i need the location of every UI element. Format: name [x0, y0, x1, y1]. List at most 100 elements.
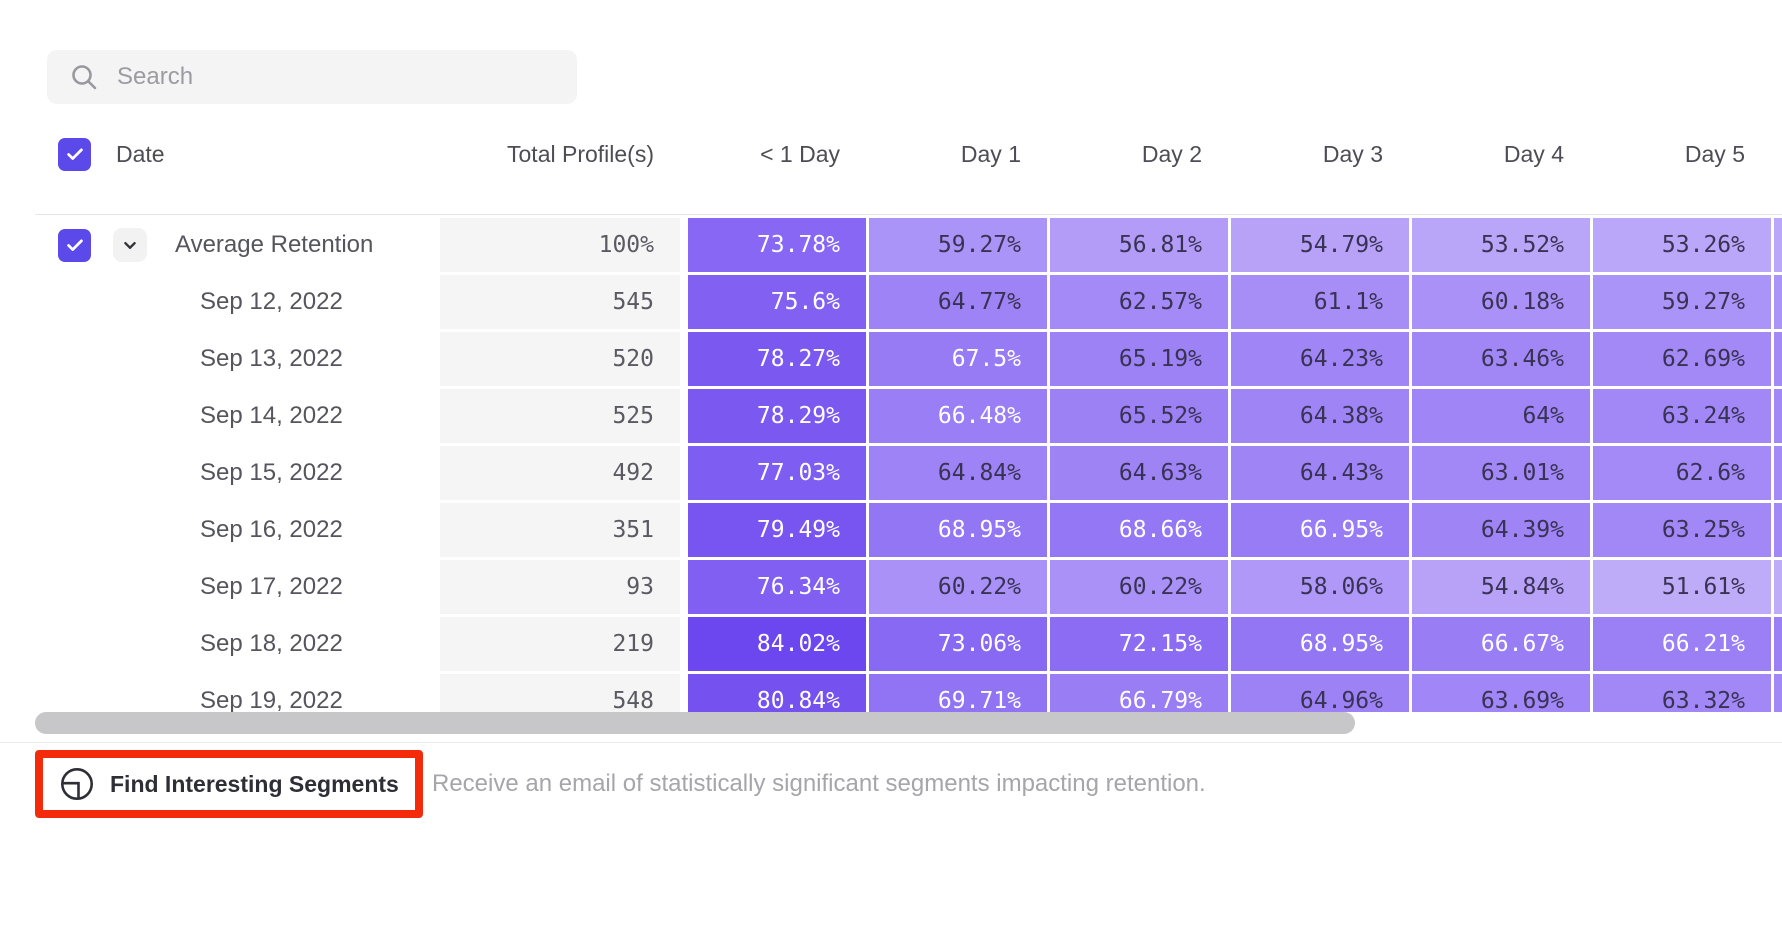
total-profiles-cell: 93 — [440, 560, 680, 614]
column-header-day-2: Day 2 — [1141, 140, 1202, 167]
find-interesting-segments-button[interactable]: Find Interesting Segments — [35, 750, 423, 818]
column-header-lt-1-day: < 1 Day — [760, 140, 840, 167]
segment-pie-icon — [61, 768, 93, 800]
retention-value-cell: 68.66% — [1050, 503, 1228, 557]
table-row: Sep 17, 2022 93 76.34% 60.22% 60.22% 58.06%… — [35, 560, 1782, 614]
table-row: Sep 18, 2022 219 84.02% 73.06% 72.15% 68.95… — [35, 617, 1782, 671]
retention-value-cell: 59.27% — [1593, 275, 1771, 329]
retention-value-cell: 63.25% — [1593, 503, 1771, 557]
retention-value-cell: 64.38% — [1231, 389, 1409, 443]
total-profiles-cell: 351 — [440, 503, 680, 557]
row-label: Sep 17, 2022 — [200, 573, 343, 600]
column-header-total-profiles: Total Profile(s) — [507, 140, 654, 167]
column-header-day-3: Day 3 — [1322, 140, 1383, 167]
table-row: Sep 12, 2022 545 75.6% 64.77% 62.57% 61.1% 6… — [35, 275, 1782, 329]
footer-divider — [0, 742, 1782, 743]
overflow-column-sliver — [1774, 275, 1782, 329]
row-label-cell: Sep 15, 2022 — [35, 446, 436, 500]
retention-value-cell: 63.24% — [1593, 389, 1771, 443]
find-interesting-segments-label: Find Interesting Segments — [110, 770, 399, 797]
overflow-column-sliver — [1774, 674, 1782, 712]
retention-value-cell: 66.48% — [869, 389, 1047, 443]
retention-value-cell: 61.1% — [1231, 275, 1409, 329]
retention-value-cell: 69.71% — [869, 674, 1047, 712]
table-header-row: Date Total Profile(s) < 1 Day Day 1 Day … — [35, 128, 1782, 180]
row-label: Sep 19, 2022 — [200, 687, 343, 712]
column-header-day-5: Day 5 — [1684, 140, 1745, 167]
retention-value-cell: 62.57% — [1050, 275, 1228, 329]
retention-value-cell: 54.84% — [1412, 560, 1590, 614]
retention-value-cell: 65.19% — [1050, 332, 1228, 386]
find-segments-description: Receive an email of statistically signif… — [432, 770, 1206, 797]
retention-value-cell: 64.43% — [1231, 446, 1409, 500]
retention-value-cell: 64.63% — [1050, 446, 1228, 500]
retention-value-cell: 53.52% — [1412, 218, 1590, 272]
table-row: Sep 16, 2022 351 79.49% 68.95% 68.66% 66.95… — [35, 503, 1782, 557]
table-row: Sep 13, 2022 520 78.27% 67.5% 65.19% 64.23%… — [35, 332, 1782, 386]
table-row: Average Retention 100% 73.78% 59.27% 56.81… — [35, 218, 1782, 272]
retention-value-cell: 59.27% — [869, 218, 1047, 272]
retention-value-cell: 66.95% — [1231, 503, 1409, 557]
row-label-cell: Sep 16, 2022 — [35, 503, 436, 557]
horizontal-scrollbar-thumb[interactable] — [35, 712, 1355, 734]
retention-value-cell: 64.84% — [869, 446, 1047, 500]
retention-value-cell: 75.6% — [688, 275, 866, 329]
retention-value-cell: 66.21% — [1593, 617, 1771, 671]
search-bar[interactable] — [47, 50, 577, 104]
overflow-column-sliver — [1774, 560, 1782, 614]
expand-chevron-button[interactable] — [113, 228, 147, 262]
row-label: Sep 16, 2022 — [200, 516, 343, 543]
row-label-cell: Sep 14, 2022 — [35, 389, 436, 443]
retention-value-cell: 56.81% — [1050, 218, 1228, 272]
row-label: Average Retention — [175, 231, 374, 258]
retention-value-cell: 63.69% — [1412, 674, 1590, 712]
retention-value-cell: 51.61% — [1593, 560, 1771, 614]
select-all-checkbox[interactable] — [58, 137, 91, 171]
overflow-column-sliver — [1774, 446, 1782, 500]
retention-value-cell: 60.22% — [869, 560, 1047, 614]
retention-value-cell: 64.77% — [869, 275, 1047, 329]
row-label: Sep 15, 2022 — [200, 459, 343, 486]
retention-value-cell: 72.15% — [1050, 617, 1228, 671]
retention-value-cell: 63.01% — [1412, 446, 1590, 500]
retention-value-cell: 73.78% — [688, 218, 866, 272]
retention-value-cell: 58.06% — [1231, 560, 1409, 614]
overflow-column-sliver — [1774, 389, 1782, 443]
retention-value-cell: 63.32% — [1593, 674, 1771, 712]
retention-value-cell: 78.27% — [688, 332, 866, 386]
row-checkbox[interactable] — [58, 228, 91, 262]
retention-value-cell: 64.23% — [1231, 332, 1409, 386]
row-label-cell: Sep 18, 2022 — [35, 617, 436, 671]
row-label-cell: Sep 17, 2022 — [35, 560, 436, 614]
retention-value-cell: 79.49% — [688, 503, 866, 557]
total-profiles-cell: 100% — [440, 218, 680, 272]
retention-value-cell: 76.34% — [688, 560, 866, 614]
table-row: Sep 19, 2022 548 80.84% 69.71% 66.79% 64.96… — [35, 674, 1782, 712]
check-icon — [66, 239, 83, 251]
row-label-cell: Sep 19, 2022 — [35, 674, 436, 712]
search-icon — [72, 65, 97, 90]
check-icon — [66, 148, 83, 160]
retention-value-cell: 66.79% — [1050, 674, 1228, 712]
row-label-cell: Sep 13, 2022 — [35, 332, 436, 386]
retention-value-cell: 64.96% — [1231, 674, 1409, 712]
row-label: Sep 18, 2022 — [200, 630, 343, 657]
retention-value-cell: 84.02% — [688, 617, 866, 671]
row-label-cell: Sep 12, 2022 — [35, 275, 436, 329]
retention-value-cell: 66.67% — [1412, 617, 1590, 671]
retention-value-cell: 53.26% — [1593, 218, 1771, 272]
retention-value-cell: 54.79% — [1231, 218, 1409, 272]
total-profiles-cell: 219 — [440, 617, 680, 671]
retention-value-cell: 63.46% — [1412, 332, 1590, 386]
overflow-column-sliver — [1774, 332, 1782, 386]
retention-value-cell: 68.95% — [869, 503, 1047, 557]
retention-value-cell: 73.06% — [869, 617, 1047, 671]
retention-value-cell: 60.18% — [1412, 275, 1590, 329]
retention-value-cell: 68.95% — [1231, 617, 1409, 671]
retention-value-cell: 65.52% — [1050, 389, 1228, 443]
retention-value-cell: 80.84% — [688, 674, 866, 712]
total-profiles-cell: 525 — [440, 389, 680, 443]
total-profiles-cell: 545 — [440, 275, 680, 329]
row-label: Sep 14, 2022 — [200, 402, 343, 429]
search-input[interactable] — [115, 62, 539, 92]
